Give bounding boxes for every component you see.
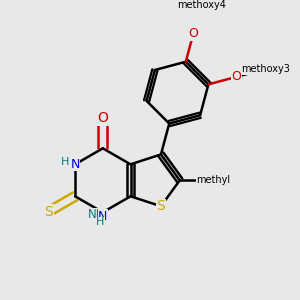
Text: methyl: methyl	[196, 175, 230, 185]
Text: methoxy3: methoxy3	[241, 64, 290, 74]
Text: N: N	[70, 158, 80, 171]
Text: H: H	[96, 217, 104, 227]
Text: NH: NH	[88, 208, 105, 221]
Text: N: N	[98, 209, 107, 223]
Text: H: H	[61, 157, 69, 167]
Text: S: S	[44, 205, 53, 218]
Text: S: S	[157, 199, 165, 213]
Text: O: O	[188, 27, 198, 40]
Text: methoxy4: methoxy4	[177, 0, 226, 10]
Text: N: N	[70, 158, 80, 171]
Text: O: O	[231, 70, 241, 83]
Text: O: O	[98, 111, 108, 125]
